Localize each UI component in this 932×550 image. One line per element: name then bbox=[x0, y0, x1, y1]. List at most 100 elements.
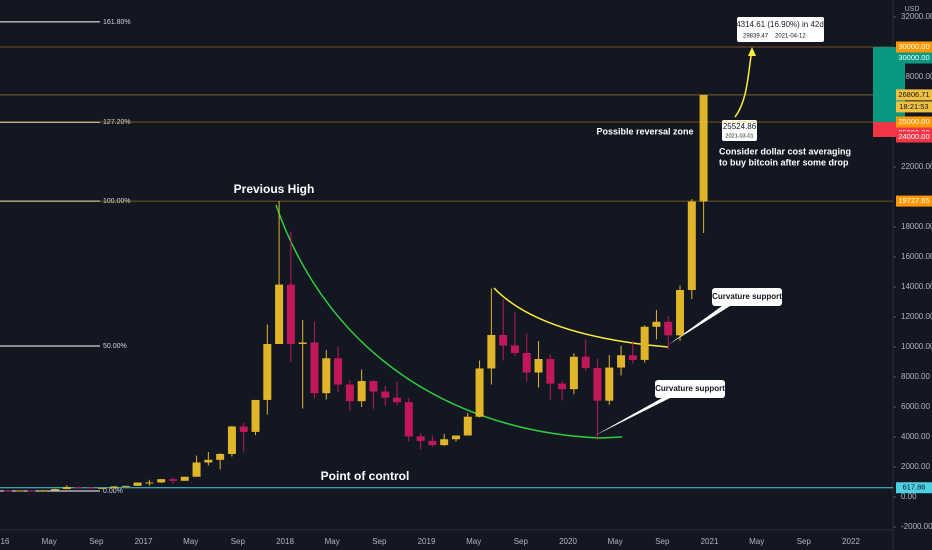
candle-body bbox=[522, 353, 531, 373]
candle-body bbox=[440, 439, 449, 446]
callout-pointer bbox=[594, 398, 670, 436]
candle-body bbox=[168, 479, 177, 481]
stop-label: 24000.00 bbox=[898, 132, 929, 141]
candle-body bbox=[558, 383, 567, 390]
curvature-line bbox=[275, 204, 623, 439]
x-tick-label: May bbox=[42, 537, 57, 546]
y-tick-label: 22000.00 bbox=[901, 162, 932, 171]
y-tick-label: 10000.00 bbox=[901, 342, 932, 351]
y-tick-label: 12000.00 bbox=[901, 312, 932, 321]
candle-body bbox=[652, 321, 661, 327]
candle-body bbox=[369, 381, 378, 392]
x-tick-label: Sep bbox=[89, 537, 104, 546]
candle-body bbox=[381, 391, 390, 398]
callout-box bbox=[712, 288, 782, 306]
x-tick-label: Sep bbox=[372, 537, 387, 546]
fib-label: 100.00% bbox=[103, 198, 131, 205]
projection-arrow bbox=[734, 49, 753, 118]
candle-body bbox=[687, 201, 696, 290]
x-tick-label: 2017 bbox=[135, 537, 153, 546]
candle-body bbox=[475, 368, 484, 417]
measure-label: 2021-04-12 bbox=[775, 34, 806, 40]
target-label: 30000.00 bbox=[898, 53, 929, 62]
candle-body bbox=[121, 485, 130, 487]
candle-body bbox=[499, 335, 508, 346]
candle-body bbox=[216, 453, 225, 460]
price-label-box bbox=[896, 41, 932, 53]
measure-label: 29839.47 bbox=[743, 34, 769, 40]
candle-body bbox=[534, 359, 543, 373]
fib-label: 161.80% bbox=[103, 19, 131, 26]
currency: USD bbox=[905, 6, 920, 13]
x-tick-label: May bbox=[325, 537, 340, 546]
y-tick-label: 18000.00 bbox=[901, 222, 932, 231]
candle-body bbox=[546, 359, 555, 384]
candle-body bbox=[416, 436, 425, 441]
candle-body bbox=[393, 397, 402, 403]
candle-body bbox=[145, 482, 154, 484]
candle-body bbox=[15, 490, 24, 492]
x-tick-label: 16 bbox=[1, 537, 10, 546]
candle-body bbox=[275, 284, 284, 344]
y-tick-label: 8000.00 bbox=[901, 372, 930, 381]
candle-body bbox=[699, 94, 708, 202]
candle-body bbox=[51, 489, 60, 491]
x-tick-label: May bbox=[749, 537, 764, 546]
candle-body bbox=[157, 479, 166, 483]
candle-body bbox=[617, 355, 626, 368]
price-label: 26806.71 bbox=[898, 90, 929, 99]
candle-body bbox=[39, 490, 48, 492]
price-label-box bbox=[896, 482, 932, 494]
annotation: to buy bitcoin after some drop bbox=[719, 157, 849, 167]
x-tick-label: 2018 bbox=[276, 537, 294, 546]
candle-body bbox=[3, 490, 12, 492]
price-label: 617.86 bbox=[903, 483, 926, 492]
price-label: 30000.00 bbox=[898, 42, 929, 51]
annotation: Consider dollar cost averaging bbox=[719, 146, 851, 156]
candle-body bbox=[569, 356, 578, 390]
candle-body bbox=[110, 486, 119, 488]
candle-body bbox=[487, 335, 496, 369]
candle-body bbox=[676, 290, 685, 336]
y-tick-label: 16000.00 bbox=[901, 252, 932, 261]
candle-body bbox=[404, 402, 413, 437]
candle-body bbox=[286, 284, 295, 344]
countdown: 18:21:53 bbox=[899, 102, 928, 111]
candle-body bbox=[27, 490, 36, 492]
x-tick-label: 2022 bbox=[842, 537, 860, 546]
candle-body bbox=[664, 321, 673, 336]
candle-body bbox=[357, 381, 366, 402]
callout-box bbox=[655, 380, 725, 398]
candle-body bbox=[463, 416, 472, 436]
curvature-line bbox=[493, 287, 669, 348]
measure-label: 25524.86 bbox=[723, 122, 757, 131]
candle-body bbox=[322, 358, 331, 394]
candle-body bbox=[451, 435, 460, 440]
candle-body bbox=[428, 440, 437, 446]
candle-body bbox=[86, 487, 95, 489]
measure-label: 4314.61 (16.90%) in 42d bbox=[736, 20, 824, 29]
y-tick-label: 28000.00 bbox=[901, 72, 932, 81]
candle-body bbox=[640, 326, 649, 360]
candle-body bbox=[192, 462, 201, 477]
fib-label: 127.20% bbox=[103, 119, 131, 126]
candle-body bbox=[593, 368, 602, 401]
candle-body bbox=[98, 487, 107, 489]
candle-body bbox=[180, 476, 189, 481]
measure-label: 2021-03-01 bbox=[725, 133, 753, 139]
arrow-head bbox=[748, 47, 756, 56]
fib-label: 50.00% bbox=[103, 343, 127, 350]
y-tick-label: 4000.00 bbox=[901, 432, 930, 441]
x-tick-label: 2020 bbox=[559, 537, 577, 546]
y-tick-label: 32000.00 bbox=[901, 12, 932, 21]
measure-box bbox=[722, 120, 757, 141]
candle-body bbox=[334, 358, 343, 385]
annotation: Curvature support bbox=[712, 292, 782, 301]
price-label-box bbox=[896, 195, 932, 207]
fib-label: 0.00% bbox=[103, 488, 123, 495]
candle-body bbox=[298, 342, 307, 344]
measure-box bbox=[737, 17, 824, 42]
annotation: Point of control bbox=[321, 469, 410, 483]
